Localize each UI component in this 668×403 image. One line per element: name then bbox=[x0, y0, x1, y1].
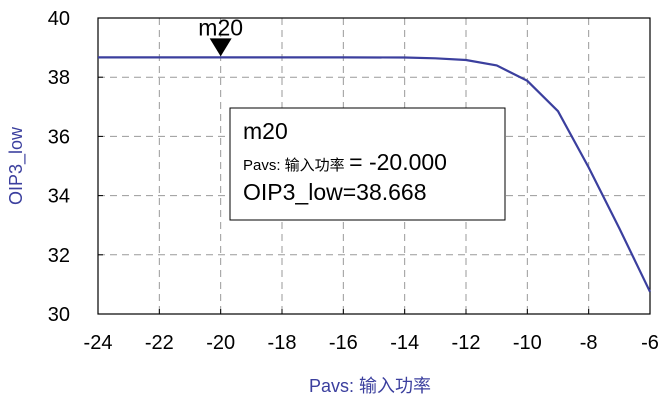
annotation-x-value: = -20.000 bbox=[349, 149, 447, 175]
marker-label: m20 bbox=[198, 14, 243, 40]
y-tick-label: 32 bbox=[48, 245, 70, 267]
y-axis-ticks: 30 32 34 36 38 40 bbox=[48, 8, 103, 326]
series-line-oip3-low bbox=[98, 56, 651, 293]
annotation-title: m20 bbox=[243, 118, 288, 144]
x-tick-label: -12 bbox=[452, 332, 481, 354]
y-tick-label: 40 bbox=[48, 8, 70, 30]
x-axis-title: Pavs: 输入功率 bbox=[309, 376, 431, 396]
y-axis-title: OIP3_low bbox=[6, 126, 27, 205]
x-tick-label: -20 bbox=[206, 332, 235, 354]
y-tick-label: 30 bbox=[48, 304, 70, 326]
x-tick-label: -22 bbox=[145, 332, 174, 354]
y-tick-label: 36 bbox=[48, 126, 70, 148]
x-tick-label: -6 bbox=[641, 332, 659, 354]
marker-annotation-box[interactable]: m20 Pavs: 输入功率 = -20.000 OIP3_low=38.668 bbox=[229, 107, 506, 221]
y-tick-label: 34 bbox=[48, 186, 70, 208]
marker-triangle-icon[interactable] bbox=[209, 38, 232, 57]
x-tick-label: -24 bbox=[84, 332, 113, 354]
x-tick-label: -14 bbox=[390, 332, 419, 354]
x-tick-label: -8 bbox=[580, 332, 598, 354]
y-tick-label: 38 bbox=[48, 67, 70, 89]
x-axis-ticks: -24 -22 -20 -18 -16 -14 -12 -10 -8 -6 bbox=[84, 309, 659, 354]
annotation-x-name: Pavs: 输入功率 bbox=[243, 157, 345, 174]
x-tick-label: -18 bbox=[268, 332, 297, 354]
plot-frame bbox=[97, 17, 651, 315]
annotation-line-y: OIP3_low=38.668 bbox=[243, 179, 427, 205]
x-tick-label: -10 bbox=[513, 332, 542, 354]
x-tick-label: -16 bbox=[329, 332, 358, 354]
annotation-line-x: Pavs: 输入功率 = -20.000 bbox=[243, 149, 447, 175]
